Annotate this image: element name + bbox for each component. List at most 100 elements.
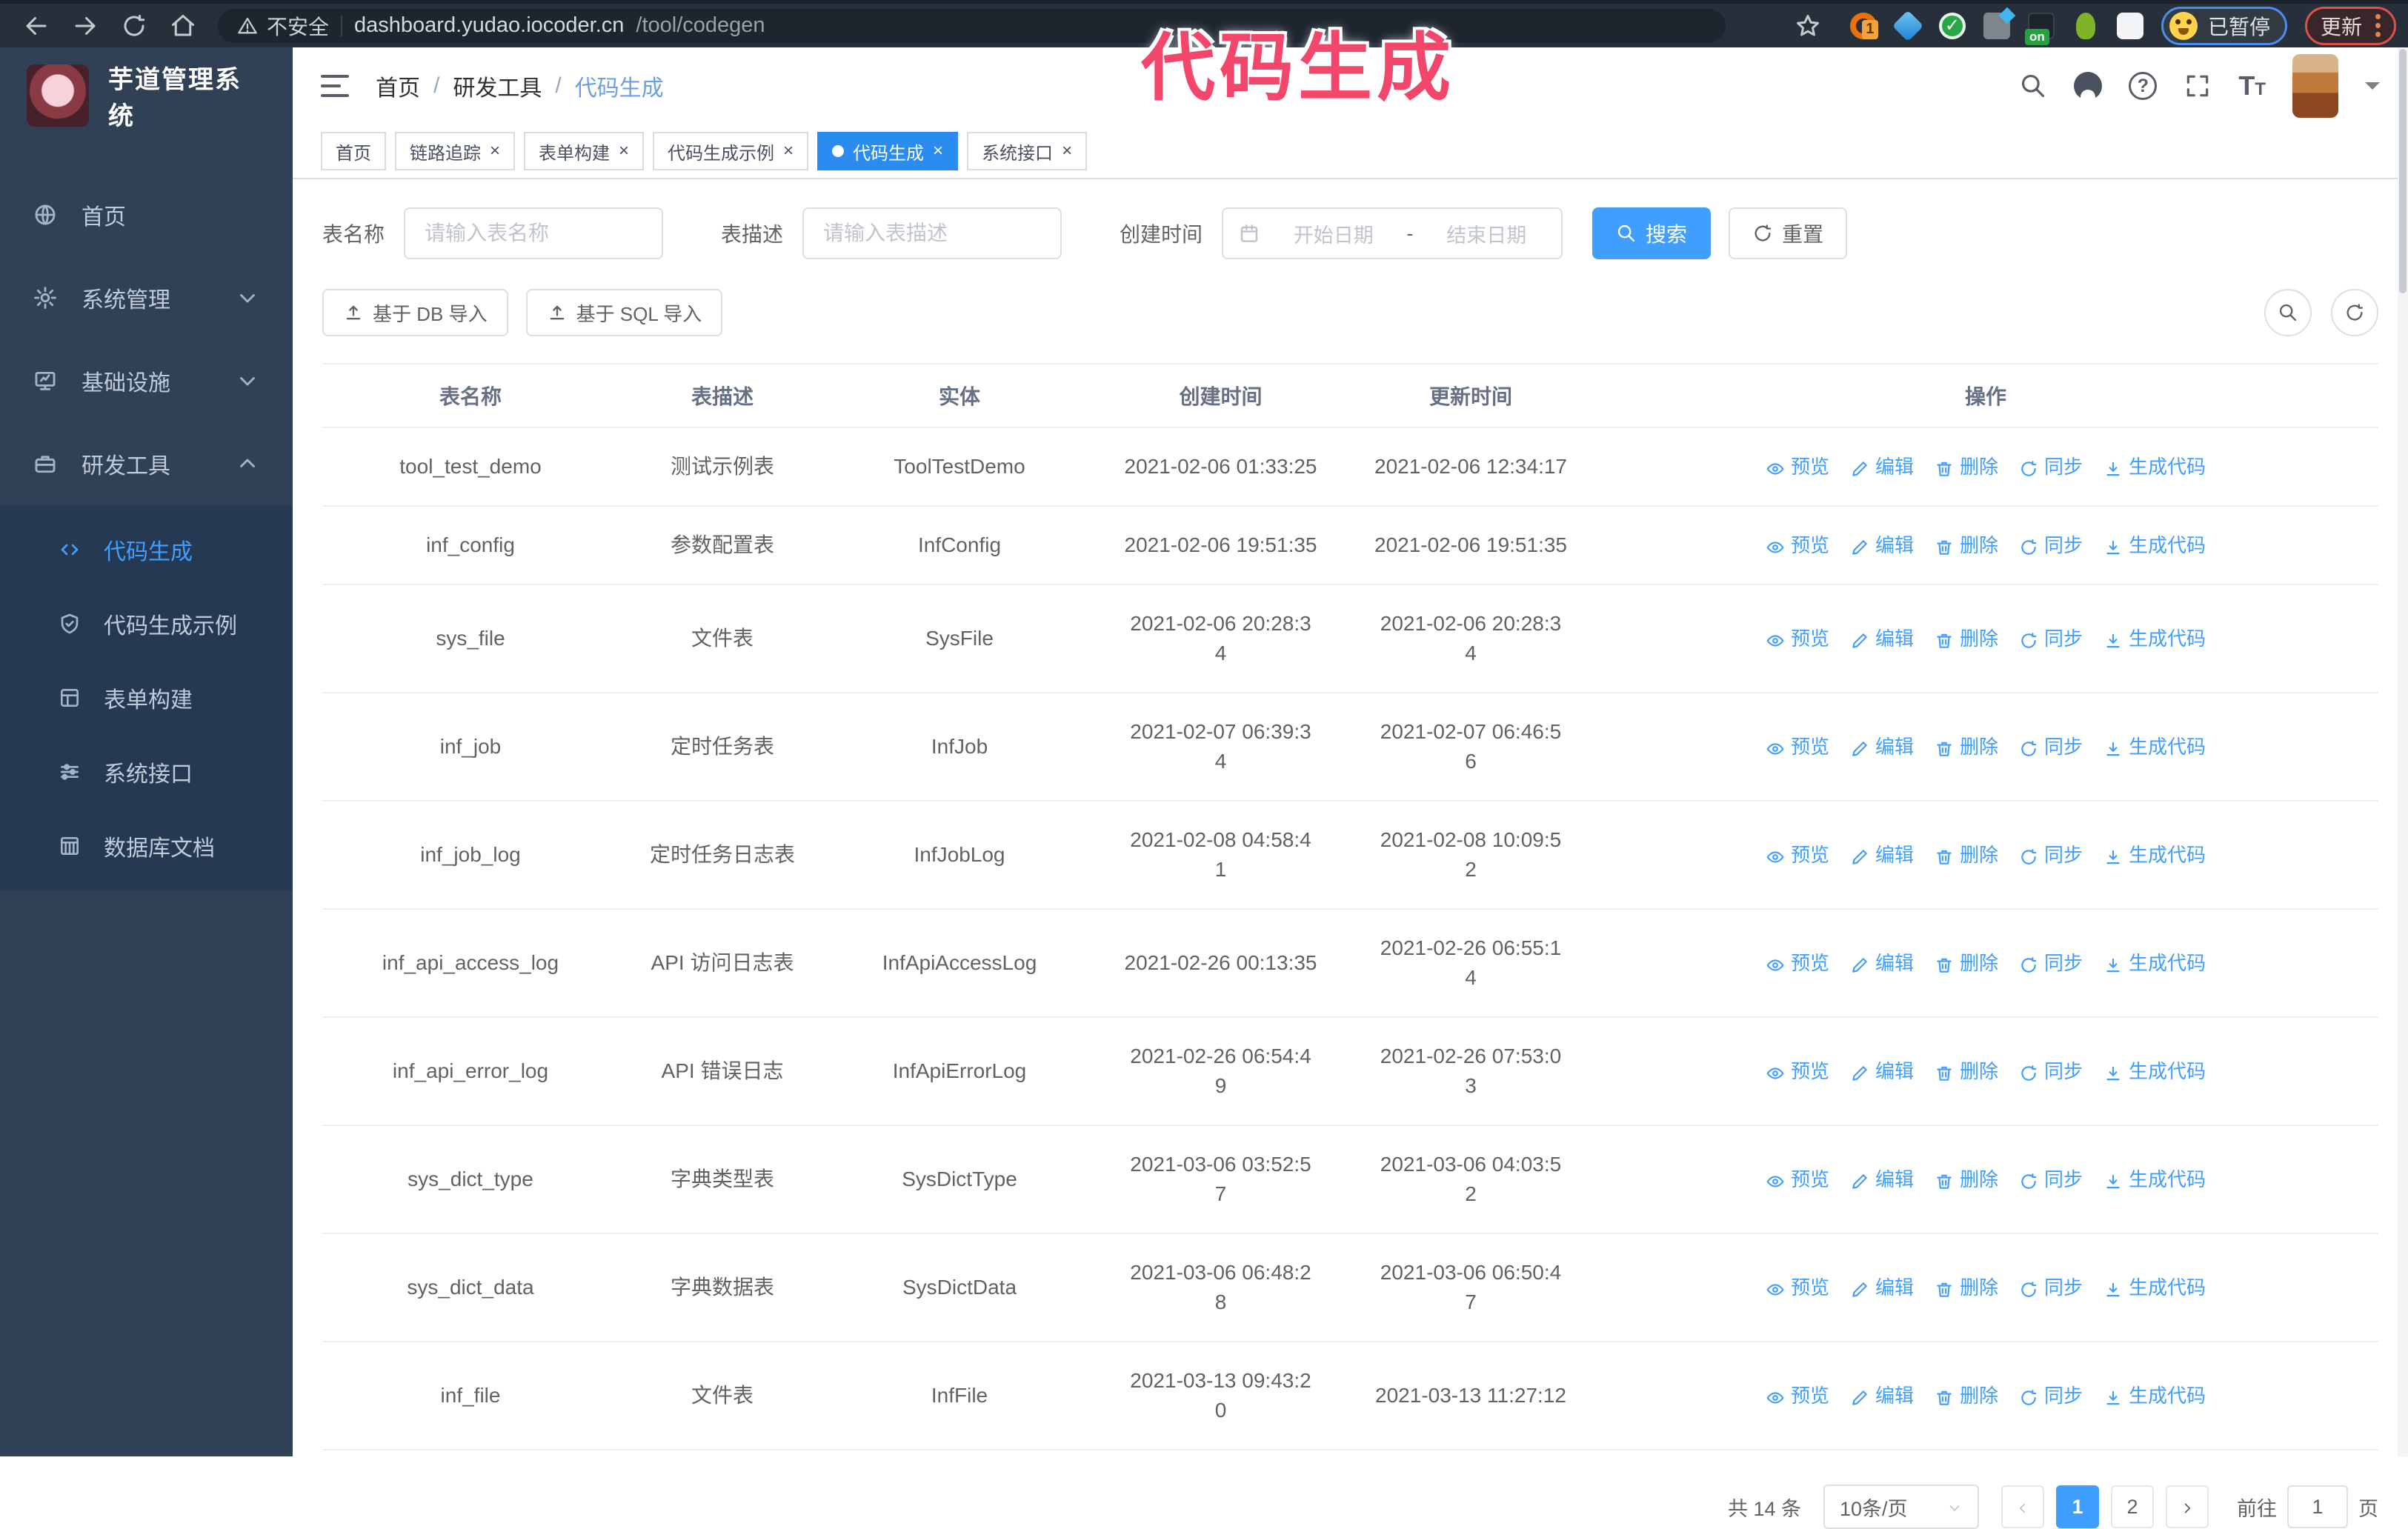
generate-code-link[interactable]: 生成代码: [2103, 840, 2206, 870]
sync-link[interactable]: 同步: [2019, 1273, 2083, 1302]
sync-link[interactable]: 同步: [2019, 840, 2083, 870]
sync-link[interactable]: 同步: [2019, 732, 2083, 762]
edit-link[interactable]: 编辑: [1850, 1381, 1914, 1410]
preview-link[interactable]: 预览: [1766, 530, 1829, 560]
sync-link[interactable]: 同步: [2019, 1165, 2083, 1194]
extensions-puzzle-icon[interactable]: [2116, 12, 2143, 39]
prev-page-button[interactable]: [2001, 1485, 2044, 1528]
search-button[interactable]: 搜索: [1592, 207, 1712, 259]
generate-code-link[interactable]: 生成代码: [2103, 1381, 2206, 1410]
refresh-table-button[interactable]: [2331, 289, 2378, 336]
tab-close-icon[interactable]: ×: [1062, 141, 1073, 161]
next-page-button[interactable]: [2166, 1485, 2209, 1528]
reset-button[interactable]: 重置: [1729, 207, 1848, 259]
generate-code-link[interactable]: 生成代码: [2103, 624, 2206, 653]
home-icon[interactable]: [170, 13, 196, 39]
chevron-down-icon[interactable]: [2365, 82, 2380, 97]
generate-code-link[interactable]: 生成代码: [2103, 1165, 2206, 1194]
edit-link[interactable]: 编辑: [1850, 1056, 1914, 1086]
date-range-picker[interactable]: 开始日期 - 结束日期: [1222, 207, 1563, 259]
tab-系统接口[interactable]: 系统接口 ×: [967, 132, 1088, 170]
extension-gem-icon[interactable]: [1892, 10, 1924, 41]
extension-check-icon[interactable]: ✓: [1938, 12, 1966, 39]
delete-link[interactable]: 删除: [1935, 1273, 1998, 1302]
tab-close-icon[interactable]: ×: [619, 141, 630, 161]
page-size-select[interactable]: 10条/页: [1823, 1485, 1979, 1529]
preview-link[interactable]: 预览: [1766, 948, 1829, 978]
extension-grid-icon[interactable]: [1983, 12, 2010, 39]
sync-link[interactable]: 同步: [2019, 624, 2083, 653]
sync-link[interactable]: 同步: [2019, 1056, 2083, 1086]
generate-code-link[interactable]: 生成代码: [2103, 1273, 2206, 1302]
tab-链路追踪[interactable]: 链路追踪 ×: [395, 132, 516, 170]
edit-link[interactable]: 编辑: [1850, 1273, 1914, 1302]
profile-paused-chip[interactable]: 已暂停: [2161, 6, 2287, 45]
extension-orange-icon[interactable]: 1: [1849, 12, 1878, 39]
delete-link[interactable]: 删除: [1935, 1381, 1998, 1410]
edit-link[interactable]: 编辑: [1850, 530, 1914, 560]
tab-close-icon[interactable]: ×: [490, 141, 501, 161]
generate-code-link[interactable]: 生成代码: [2103, 452, 2206, 482]
start-date-placeholder[interactable]: 开始日期: [1293, 224, 1374, 247]
page-button-2[interactable]: 2: [2111, 1485, 2154, 1528]
sync-link[interactable]: 同步: [2019, 530, 2083, 560]
breadcrumb-item[interactable]: 首页: [376, 76, 420, 101]
toggle-search-button[interactable]: [2264, 289, 2312, 336]
security-warning[interactable]: 不安全: [237, 11, 329, 41]
delete-link[interactable]: 删除: [1935, 452, 1998, 482]
sidebar-subitem-代码生成[interactable]: 代码生成: [0, 513, 293, 587]
sidebar-item-研发工具[interactable]: 研发工具: [0, 422, 293, 505]
table-name-input[interactable]: [404, 207, 664, 259]
delete-link[interactable]: 删除: [1935, 1056, 1998, 1086]
sidebar-subitem-系统接口[interactable]: 系统接口: [0, 735, 293, 809]
delete-link[interactable]: 删除: [1935, 948, 1998, 978]
back-icon[interactable]: [23, 13, 50, 39]
sidebar-item-基础设施[interactable]: 基础设施: [0, 339, 293, 422]
fullscreen-icon[interactable]: [2184, 72, 2212, 100]
delete-link[interactable]: 删除: [1935, 1165, 1998, 1194]
forward-icon[interactable]: [72, 13, 99, 39]
bookmark-star-icon[interactable]: [1795, 13, 1821, 39]
delete-link[interactable]: 删除: [1935, 624, 1998, 653]
sidebar-subitem-数据库文档[interactable]: 数据库文档: [0, 809, 293, 883]
generate-code-link[interactable]: 生成代码: [2103, 948, 2206, 978]
tab-表单构建[interactable]: 表单构建 ×: [524, 132, 645, 170]
sync-link[interactable]: 同步: [2019, 1381, 2083, 1410]
font-size-icon[interactable]: TT: [2238, 70, 2266, 101]
help-icon[interactable]: ?: [2129, 72, 2158, 100]
scrollbar-thumb[interactable]: [2399, 49, 2407, 293]
table-desc-input[interactable]: [802, 207, 1062, 259]
preview-link[interactable]: 预览: [1766, 1056, 1829, 1086]
generate-code-link[interactable]: 生成代码: [2103, 1056, 2206, 1086]
tab-close-icon[interactable]: ×: [933, 141, 944, 161]
sidebar-item-系统管理[interactable]: 系统管理: [0, 256, 293, 339]
extension-key-icon[interactable]: [2072, 12, 2099, 39]
github-icon[interactable]: [2074, 72, 2103, 100]
tab-代码生成[interactable]: 代码生成 ×: [817, 132, 959, 170]
sync-link[interactable]: 同步: [2019, 452, 2083, 482]
avatar[interactable]: [2292, 54, 2338, 118]
generate-code-link[interactable]: 生成代码: [2103, 732, 2206, 762]
preview-link[interactable]: 预览: [1766, 452, 1829, 482]
edit-link[interactable]: 编辑: [1850, 624, 1914, 653]
reload-icon[interactable]: [121, 13, 147, 39]
sync-link[interactable]: 同步: [2019, 948, 2083, 978]
scrollbar[interactable]: [2398, 47, 2408, 1456]
sidebar-subitem-表单构建[interactable]: 表单构建: [0, 661, 293, 735]
address-bar[interactable]: 不安全 dashboard.yudao.iocoder.cn/tool/code…: [218, 8, 1726, 43]
tab-首页[interactable]: 首页: [321, 132, 386, 170]
preview-link[interactable]: 预览: [1766, 1273, 1829, 1302]
sidebar-item-首页[interactable]: 首页: [0, 173, 293, 256]
preview-link[interactable]: 预览: [1766, 1381, 1829, 1410]
extension-dark-icon[interactable]: on: [2024, 12, 2055, 45]
delete-link[interactable]: 删除: [1935, 840, 1998, 870]
tab-close-icon[interactable]: ×: [783, 141, 794, 161]
goto-page-input[interactable]: [2287, 1485, 2348, 1528]
preview-link[interactable]: 预览: [1766, 840, 1829, 870]
menu-dots-icon[interactable]: [2375, 14, 2381, 37]
edit-link[interactable]: 编辑: [1850, 840, 1914, 870]
edit-link[interactable]: 编辑: [1850, 452, 1914, 482]
search-icon[interactable]: [2019, 72, 2047, 100]
update-button[interactable]: 更新: [2304, 6, 2396, 45]
sidebar-subitem-代码生成示例[interactable]: 代码生成示例: [0, 587, 293, 661]
